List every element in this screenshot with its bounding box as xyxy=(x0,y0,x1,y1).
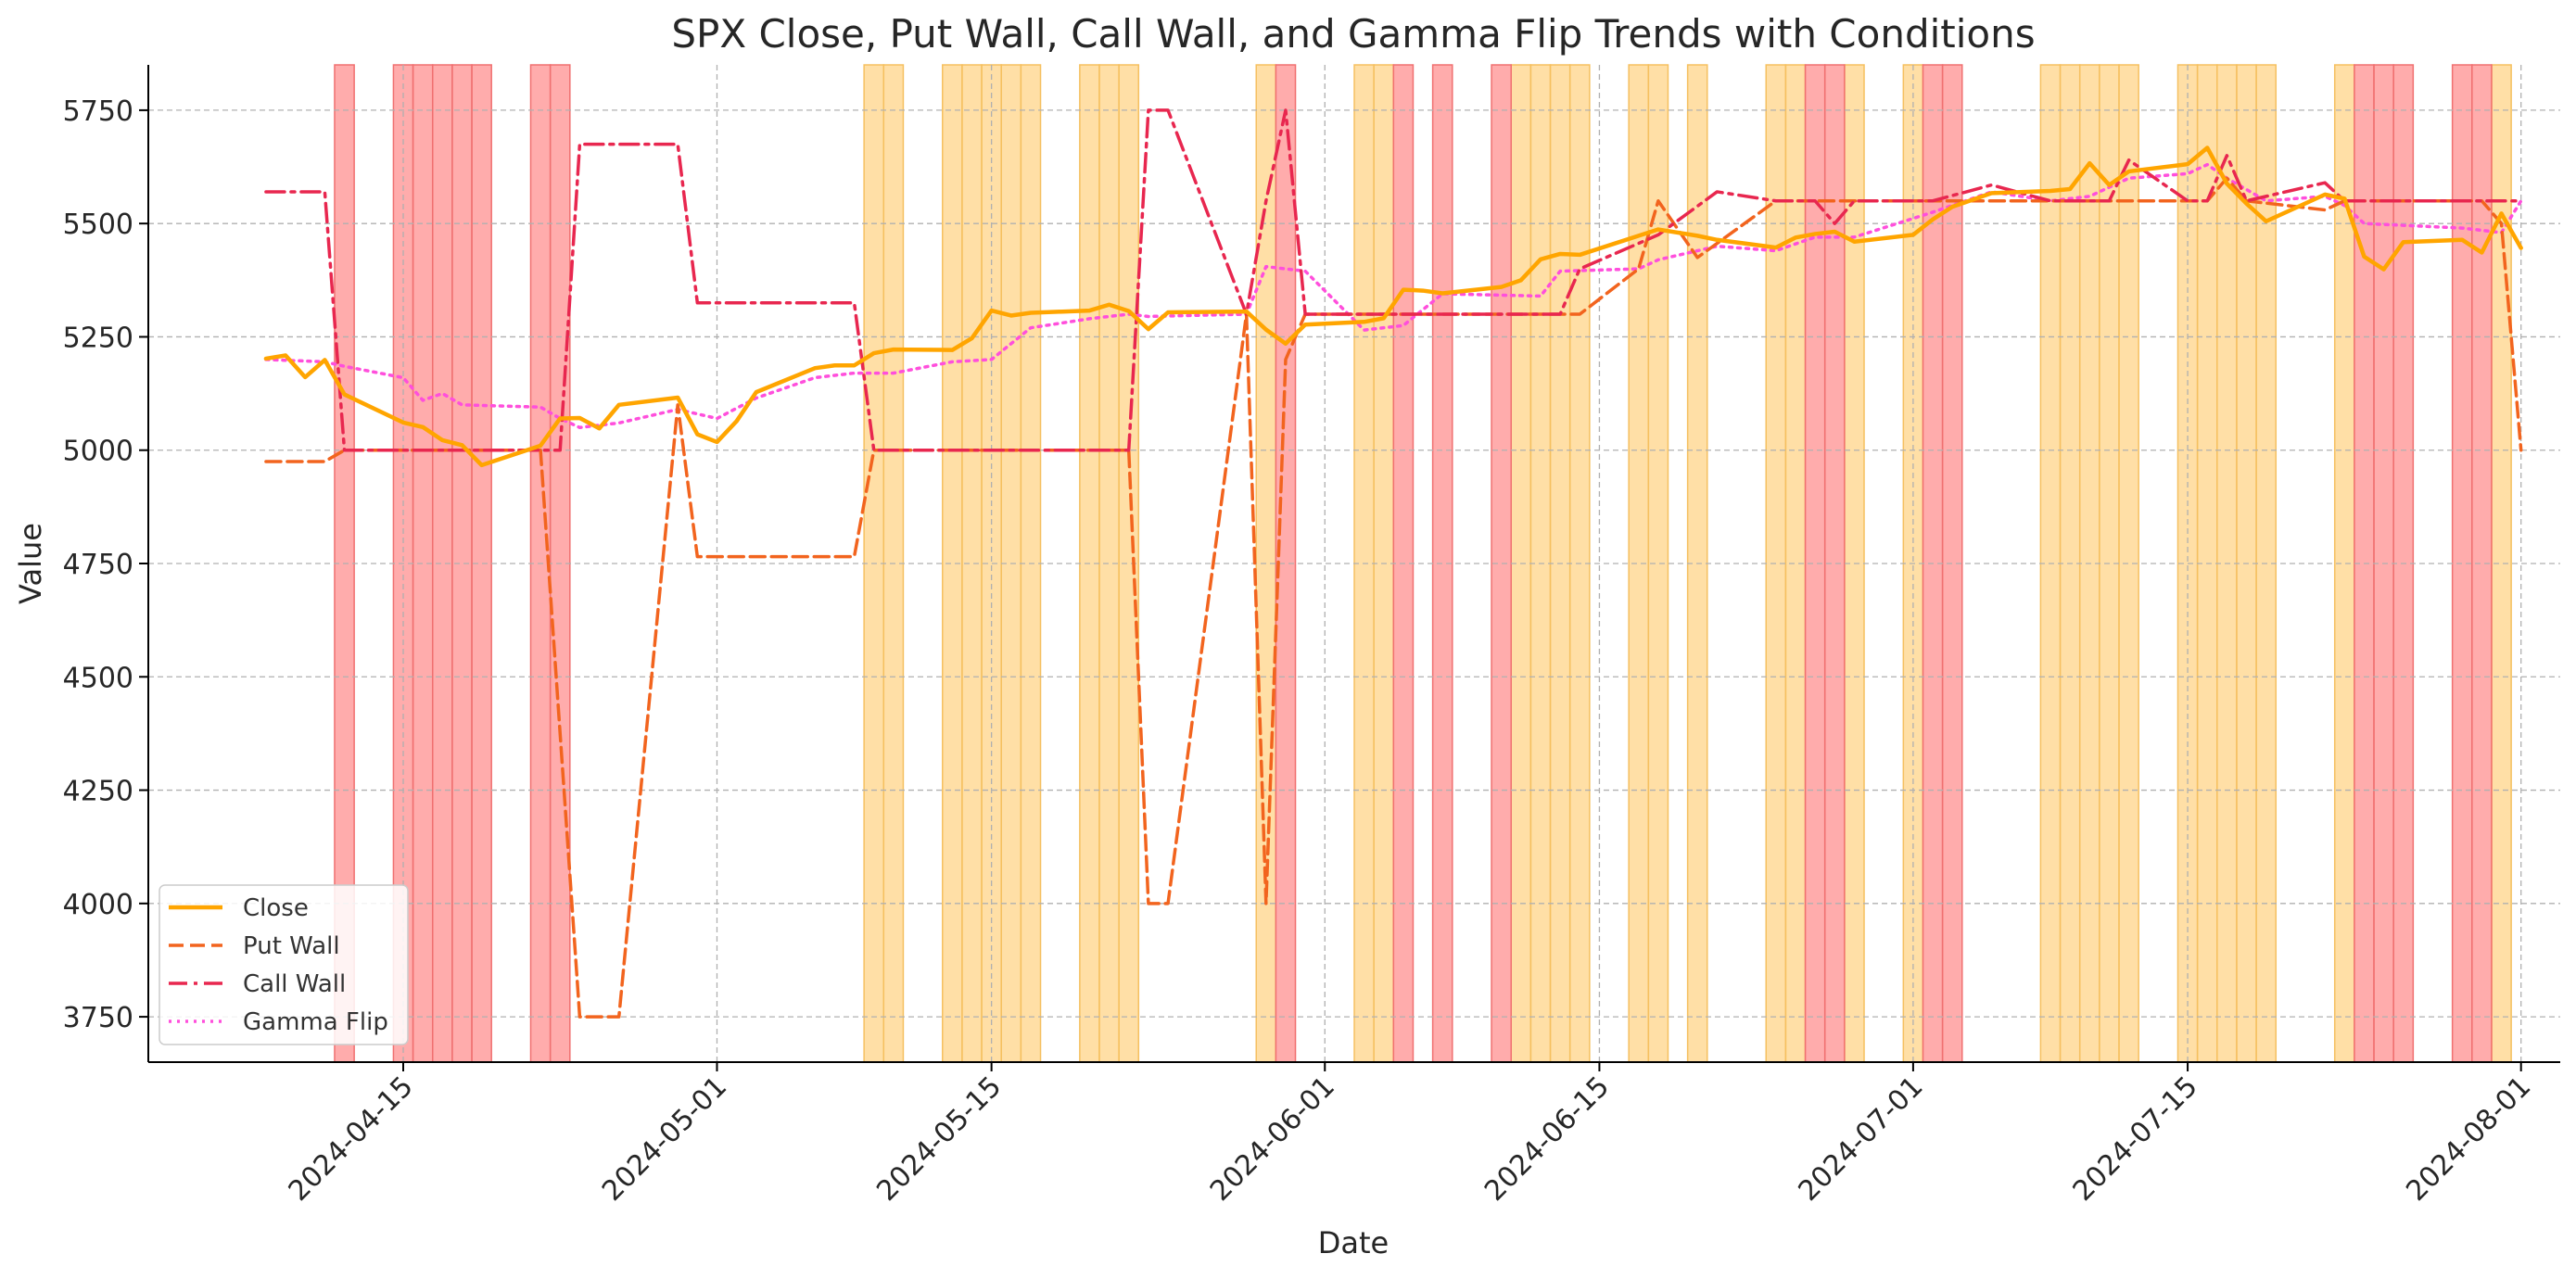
chart-title: SPX Close, Put Wall, Call Wall, and Gamm… xyxy=(671,11,2035,57)
y-tick-label: 5250 xyxy=(63,322,133,354)
y-tick-label: 5000 xyxy=(63,436,133,468)
grid xyxy=(148,65,2560,1062)
legend-label: Put Wall xyxy=(243,932,340,960)
legend-box xyxy=(159,884,409,1045)
legend: Close Put Wall Call Wall Gamma Flip xyxy=(159,884,409,1045)
legend-label: Gamma Flip xyxy=(243,1008,388,1036)
y-tick-label: 5500 xyxy=(63,209,133,241)
y-tick-label: 4000 xyxy=(63,889,133,921)
series-lines xyxy=(263,108,2523,1019)
y-tick-label: 4250 xyxy=(63,776,133,808)
y-tick-label: 4500 xyxy=(63,662,133,694)
call-wall-line xyxy=(264,108,2523,452)
legend-label: Close xyxy=(243,894,309,922)
y-tick-label: 5750 xyxy=(63,95,133,128)
y-tick-label: 4750 xyxy=(63,549,133,581)
legend-label: Call Wall xyxy=(243,970,346,998)
close-line xyxy=(263,146,2523,468)
y-axis-label: Value xyxy=(13,523,48,604)
y-tick-label: 3750 xyxy=(63,1002,133,1034)
gamma-flip-line xyxy=(264,162,2523,430)
legend-entries: Close Put Wall Call Wall Gamma Flip xyxy=(169,894,388,1036)
x-axis-label: Date xyxy=(1318,1225,1389,1260)
